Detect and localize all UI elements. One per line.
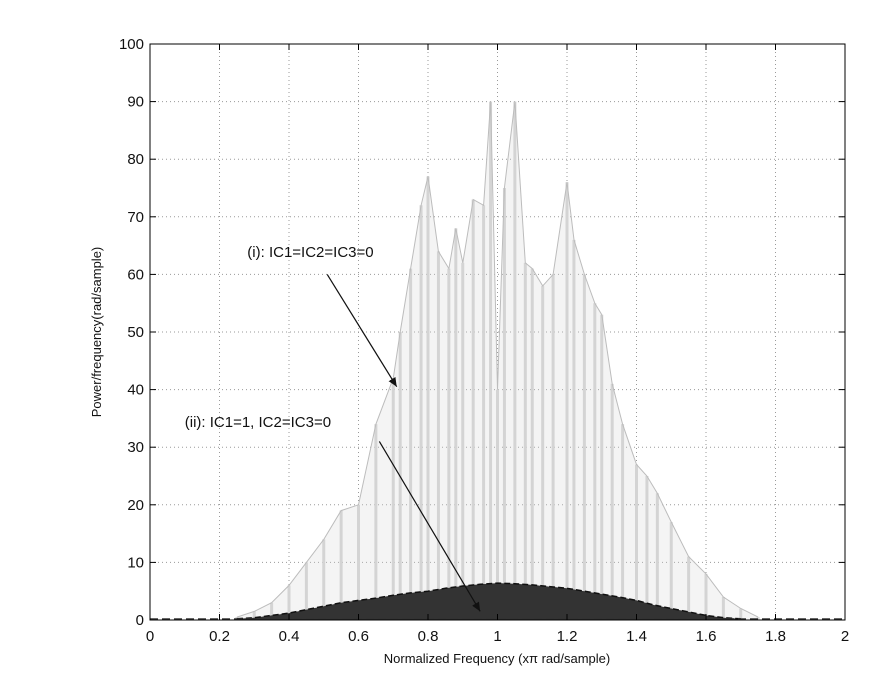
annotation-label: (ii): IC1=1, IC2=IC3=0	[185, 414, 331, 431]
series-ii-line	[236, 582, 741, 620]
y-tick-label: 10	[127, 554, 144, 571]
series-i-line	[236, 101, 759, 618]
y-tick-label: 50	[127, 324, 144, 341]
x-axis-label: Normalized Frequency (xπ rad/sample)	[384, 651, 610, 666]
x-tick-label: 1.2	[557, 628, 578, 645]
y-tick-label: 70	[127, 209, 144, 226]
x-tick-label: 0.4	[279, 628, 300, 645]
x-tick-label: 1.8	[765, 628, 786, 645]
y-tick-label: 80	[127, 151, 144, 168]
x-tick-label: 1.4	[626, 628, 647, 645]
annotation-label: (i): IC1=IC2=IC3=0	[247, 244, 373, 261]
x-tick-label: 0.2	[209, 628, 230, 645]
annotation-arrow	[378, 441, 481, 612]
y-tick-label: 20	[127, 497, 144, 514]
y-tick-label: 30	[127, 439, 144, 456]
x-tick-label: 0.8	[418, 628, 439, 645]
x-tick-label: 1.6	[696, 628, 717, 645]
series-ii-fill	[236, 583, 741, 620]
y-tick-label: 0	[136, 612, 144, 629]
y-tick-label: 40	[127, 382, 144, 399]
y-axis-label: Power/frequency(rad/sample)	[89, 247, 104, 418]
y-tick-label: 100	[119, 36, 144, 53]
x-tick-label: 0.6	[348, 628, 369, 645]
x-tick-label: 2	[841, 628, 849, 645]
x-tick-label: 1	[493, 628, 501, 645]
series-i-envelope-fill	[236, 101, 759, 621]
x-tick-label: 0	[146, 628, 154, 645]
y-tick-label: 90	[127, 94, 144, 111]
plot-area: 0 0.2 0.4 0.6 0.8 1 1.2 1.4 1.6 1.8 20102030405060…	[119, 36, 849, 645]
annotation-arrow	[326, 274, 398, 388]
y-tick-label: 60	[127, 266, 144, 283]
